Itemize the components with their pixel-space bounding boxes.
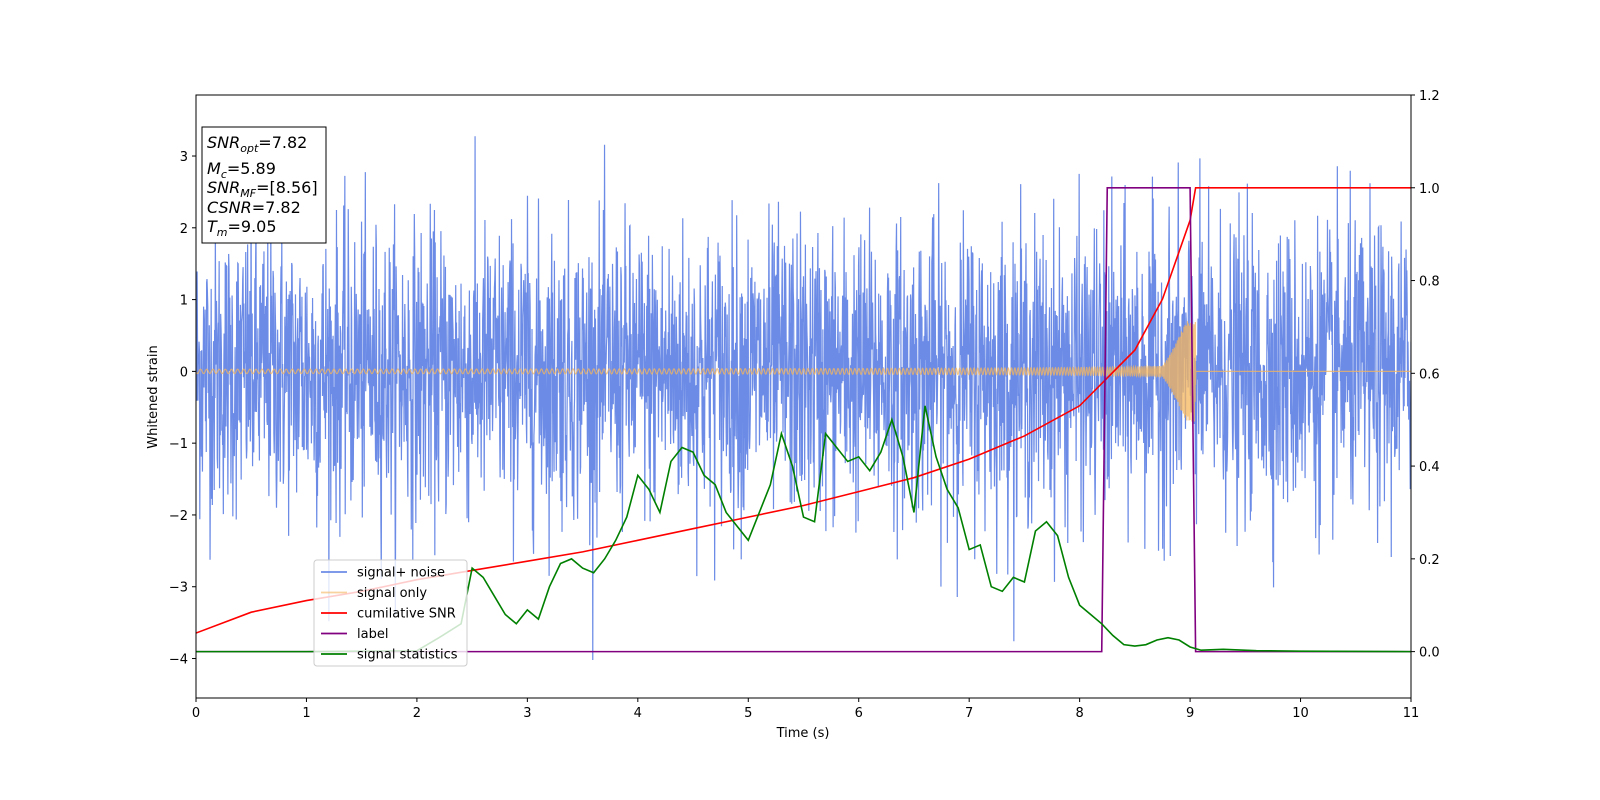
y-tick-label: 0 — [180, 365, 188, 380]
legend-label: signal statistics — [357, 648, 458, 663]
x-axis: 0 1 2 3 4 5 6 7 8 9 10 11 — [192, 698, 1419, 721]
y2-tick-label: 0.4 — [1419, 460, 1440, 475]
y2-tick-label: 0.6 — [1419, 367, 1440, 382]
annotation-line: Tm=9.05 — [207, 217, 277, 239]
x-tick-label: 6 — [855, 706, 863, 721]
legend: signal+ noise signal only cumilative SNR la… — [313, 559, 468, 667]
x-tick-label: 9 — [1186, 706, 1194, 721]
annotation-line: SNRopt=7.82 — [207, 133, 307, 155]
y-tick-label: 3 — [180, 150, 188, 165]
legend-label: signal+ noise — [357, 566, 445, 581]
y2-tick-label: 0.8 — [1419, 275, 1440, 290]
plot-frame — [195, 94, 1412, 699]
x-tick-label: 1 — [302, 706, 310, 721]
y-tick-label: −4 — [169, 653, 188, 668]
y-axis-right: 0.0 0.2 0.4 0.6 0.8 1.0 1.2 — [1411, 89, 1440, 661]
y-tick-label: 2 — [180, 222, 188, 237]
legend-label: label — [357, 627, 388, 642]
y2-tick-label: 0.2 — [1419, 553, 1440, 568]
y-axis-left: −4 −3 −2 −1 0 1 2 3 — [169, 150, 196, 668]
x-tick-label: 10 — [1292, 706, 1309, 721]
y2-tick-label: 1.0 — [1419, 182, 1440, 197]
signal-only-line — [196, 321, 1411, 422]
x-tick-label: 4 — [634, 706, 642, 721]
y2-tick-label: 0.0 — [1419, 646, 1440, 661]
label-line — [196, 186, 1411, 653]
x-tick-label: 8 — [1075, 706, 1083, 721]
x-tick-label: 11 — [1403, 706, 1420, 721]
annotation-line: SNRMF=[8.56] — [207, 178, 318, 200]
signal-plus-noise-line — [196, 136, 1411, 661]
annotation-line: Mc=5.89 — [207, 159, 276, 181]
y2-tick-label: 1.2 — [1419, 89, 1440, 104]
legend-frame — [313, 559, 468, 667]
snr-annotation-box: SNRopt=7.82 Mc=5.89SNRMF=[8.56]CSNR=7.82T… — [201, 126, 327, 244]
legend-label: signal only — [357, 586, 427, 601]
y-tick-label: −1 — [169, 437, 188, 452]
y-tick-label: −3 — [169, 581, 188, 596]
x-tick-label: 5 — [744, 706, 752, 721]
y-axis-label: Whitened strain — [146, 345, 161, 448]
annotation-frame — [201, 126, 327, 244]
annotation-line: CSNR=7.82 — [207, 198, 301, 217]
x-tick-label: 0 — [192, 706, 200, 721]
x-tick-label: 2 — [413, 706, 421, 721]
y-tick-label: −2 — [169, 509, 188, 524]
x-axis-label: Time (s) — [776, 726, 830, 741]
legend-label: cumilative SNR — [357, 607, 456, 622]
y-tick-label: 1 — [180, 294, 188, 309]
signal-statistics-line — [196, 405, 1411, 653]
x-tick-label: 3 — [523, 706, 531, 721]
x-tick-label: 7 — [965, 706, 973, 721]
